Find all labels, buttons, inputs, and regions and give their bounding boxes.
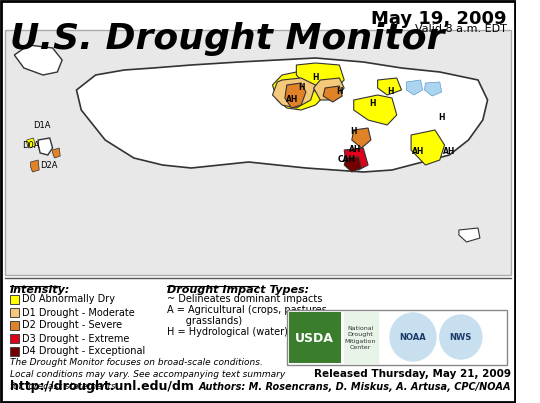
Polygon shape — [344, 157, 361, 172]
Text: ~ Delineates dominant impacts: ~ Delineates dominant impacts — [167, 294, 323, 304]
Text: D0 Abnormally Dry: D0 Abnormally Dry — [22, 295, 115, 305]
Text: NOAA: NOAA — [400, 332, 427, 341]
Text: The Drought Monitor focuses on broad-scale conditions.
Local conditions may vary: The Drought Monitor focuses on broad-sca… — [10, 358, 285, 391]
Text: D0A: D0A — [22, 141, 39, 150]
Polygon shape — [27, 138, 36, 148]
Polygon shape — [406, 80, 423, 95]
Polygon shape — [354, 95, 397, 125]
Text: CAH: CAH — [338, 156, 356, 164]
Text: National
Drought
Mitigation
Center: National Drought Mitigation Center — [345, 326, 376, 350]
Text: Authors: M. Rosencrans, D. Miskus, A. Artusa, CPC/NOAA: Authors: M. Rosencrans, D. Miskus, A. Ar… — [199, 382, 511, 392]
Text: Released Thursday, May 21, 2009: Released Thursday, May 21, 2009 — [314, 369, 511, 379]
Text: AH: AH — [411, 147, 424, 156]
Text: AH: AH — [349, 145, 362, 154]
Bar — [10, 295, 19, 304]
Text: Intensity:: Intensity: — [10, 285, 70, 295]
Text: H: H — [438, 114, 445, 123]
Polygon shape — [459, 228, 480, 242]
Polygon shape — [285, 83, 306, 108]
Bar — [10, 321, 19, 330]
Polygon shape — [38, 138, 52, 155]
Text: AH: AH — [443, 147, 456, 156]
Polygon shape — [377, 78, 402, 95]
Text: H: H — [336, 87, 343, 96]
Text: H: H — [298, 83, 305, 91]
Bar — [289, 312, 341, 363]
Polygon shape — [273, 78, 315, 108]
Text: H: H — [387, 87, 393, 96]
Text: grasslands): grasslands) — [167, 316, 242, 326]
Circle shape — [440, 315, 482, 359]
Text: NWS: NWS — [450, 332, 472, 341]
Polygon shape — [344, 312, 377, 363]
Polygon shape — [424, 82, 442, 96]
Bar — [10, 334, 19, 343]
Bar — [10, 308, 19, 317]
Text: http://drought.unl.edu/dm: http://drought.unl.edu/dm — [10, 380, 193, 393]
Polygon shape — [296, 63, 344, 95]
Text: A = Agricultural (crops, pastures,: A = Agricultural (crops, pastures, — [167, 305, 330, 315]
Text: Drought Impact Types:: Drought Impact Types: — [167, 285, 309, 295]
Text: U.S. Drought Monitor: U.S. Drought Monitor — [10, 22, 444, 56]
Text: H: H — [369, 98, 376, 108]
Text: H = Hydrological (water): H = Hydrological (water) — [167, 327, 288, 337]
Circle shape — [390, 313, 436, 361]
Polygon shape — [77, 58, 488, 172]
Text: D4 Drought - Exceptional: D4 Drought - Exceptional — [22, 347, 145, 357]
Text: May 19, 2009: May 19, 2009 — [371, 10, 507, 28]
Text: USDA: USDA — [295, 332, 334, 345]
Text: D1A: D1A — [33, 121, 51, 130]
Polygon shape — [323, 86, 342, 102]
Polygon shape — [411, 130, 444, 165]
Bar — [10, 347, 19, 356]
Text: D2 Drought - Severe: D2 Drought - Severe — [22, 320, 122, 330]
Text: D2A: D2A — [40, 161, 58, 170]
Bar — [287, 310, 507, 365]
Text: D3 Drought - Extreme: D3 Drought - Extreme — [22, 334, 130, 343]
Text: D1 Drought - Moderate: D1 Drought - Moderate — [22, 307, 135, 318]
Polygon shape — [314, 78, 344, 100]
Polygon shape — [344, 148, 368, 170]
Text: AH: AH — [286, 94, 299, 104]
Polygon shape — [352, 128, 371, 148]
Text: Valid 8 a.m. EDT: Valid 8 a.m. EDT — [415, 24, 507, 34]
Polygon shape — [15, 45, 62, 75]
Polygon shape — [31, 160, 39, 172]
Polygon shape — [273, 72, 330, 110]
Text: H: H — [312, 73, 319, 83]
Polygon shape — [52, 148, 60, 158]
Bar — [5, 30, 511, 275]
Text: H: H — [350, 127, 357, 137]
